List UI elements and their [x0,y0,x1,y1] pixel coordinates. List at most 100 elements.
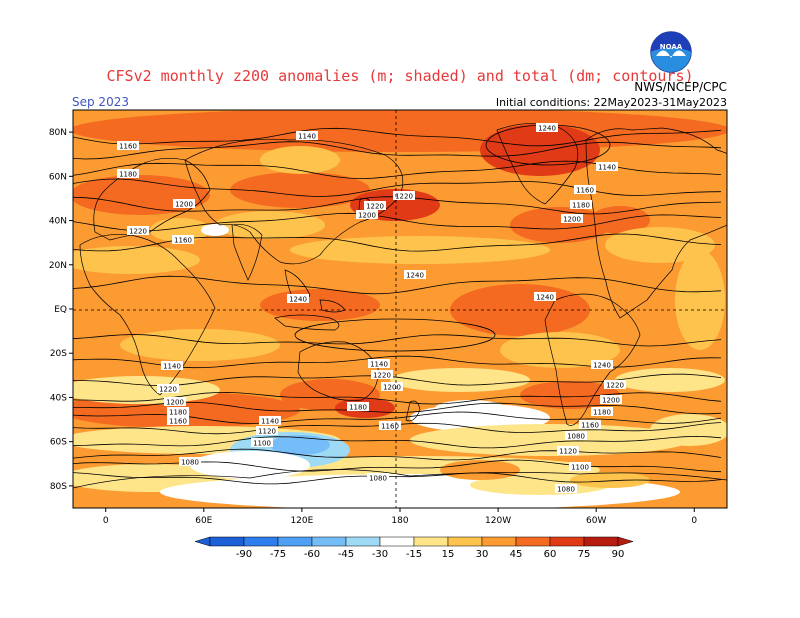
contour-label-box [536,123,558,132]
colorbar-label: 60 [544,549,557,560]
contour-label: 1160 [174,237,192,245]
colorbar-label: 30 [476,549,489,560]
contour-label-box [367,473,389,482]
contour-label: 1180 [119,171,137,179]
contour-label-box [117,169,139,178]
contour-label: 1240 [289,296,307,304]
contour-label-box [569,462,591,471]
shade-region [201,224,229,236]
colorbar-label: 45 [510,549,523,560]
longitude-ticks: 0 60E 120E 180 120W 60W 0 [103,508,697,526]
shade-region [615,368,725,392]
contour-label-box [591,407,613,416]
shade-region [510,207,610,243]
coastlines [73,123,727,508]
contour-label: 1200 [563,216,581,224]
contour-label-box [356,210,378,219]
height-contour [73,472,722,485]
lon-tick-label: 120E [290,516,313,526]
contour-label-box [364,201,386,210]
shade-region [260,146,340,174]
noaa-logo-text: NOAA [660,43,683,51]
height-contour [73,212,722,232]
contour-label-box [570,200,592,209]
contour-label: 1140 [598,164,616,172]
contour-label-box [167,416,189,425]
height-contour [73,127,722,147]
contour-label: 1220 [159,386,177,394]
shade-region [150,218,210,242]
lat-tick-label: EQ [54,305,67,315]
colorbar-label: -45 [338,549,354,560]
shade-region [73,376,220,404]
contour-label: 1120 [258,428,276,436]
contour-label: 1080 [557,486,575,494]
lat-tick-label: 20S [50,349,67,359]
height-contour [73,275,722,295]
height-contour [73,178,722,197]
contour-label: 1200 [383,384,401,392]
colorbar-low-arrow [194,536,211,547]
colorbar-swatch [345,536,381,547]
contour-label-box [600,395,622,404]
colorbar-swatch [481,536,517,547]
contour-label: 1160 [169,418,187,426]
shade-region [480,124,600,176]
height-contour [73,141,722,160]
contour-label: 1100 [571,464,589,472]
noaa-logo: NOAA [650,31,692,73]
contour-label-box [157,384,179,393]
colorbar: -90 -75 -60 -45 -30 -15 15 30 45 60 75 90 [194,536,634,560]
lon-tick-label: 120W [485,516,511,526]
lon-tick-label: 60W [586,516,606,526]
lon-tick-label: 0 [103,516,109,526]
contour-label-box [347,402,369,411]
shade-region [605,227,715,263]
contour-label: 1140 [370,361,388,369]
shade-region [73,246,200,274]
contour-label: 1200 [175,201,193,209]
colorbar-label: -15 [406,549,422,560]
contour-label: 1160 [581,422,599,430]
map-panel: 1140116011801200122012401140116011801200… [49,109,728,526]
shade-region [390,368,530,392]
contour-label-box [371,370,393,379]
lon-tick-label: 60E [195,516,212,526]
contour-label-box [127,226,149,235]
colorbar-label: 90 [612,549,625,560]
height-contour [73,448,722,461]
lat-tick-label: 80N [49,128,67,138]
anomaly-shading [73,110,727,508]
colorbar-swatch [515,536,551,547]
contour-label: 1160 [119,143,137,151]
contour-label-box [296,131,318,140]
contour-label: 1140 [261,418,279,426]
contour-label-box [173,199,195,208]
contour-label: 1080 [181,459,199,467]
contour-label: 1200 [602,397,620,405]
contour-label: 1180 [169,409,187,417]
contour-label-box [561,214,583,223]
contour-label-box [534,292,556,301]
colorbar-label: 75 [578,549,591,560]
contour-label: 1080 [567,433,585,441]
contour-label-box [574,185,596,194]
height-contour [294,318,496,352]
contour-label: 1240 [536,294,554,302]
colorbar-swatch [413,536,449,547]
contour-label: 1240 [593,362,611,370]
contour-label-box [161,361,183,370]
colorbar-swatch [209,536,245,547]
contour-label: 1100 [253,440,271,448]
colorbar-label: -30 [372,549,388,560]
contour-label-box [167,407,189,416]
contour-label-box [555,484,577,493]
agency-name: NWS/NCEP/CPC [634,80,727,94]
contour-label-box [164,397,186,406]
colorbar-label: -75 [270,549,286,560]
contour-label-box [379,421,401,430]
shade-region [270,435,330,455]
colorbar-swatch [583,536,619,547]
contour-label: 1220 [366,203,384,211]
